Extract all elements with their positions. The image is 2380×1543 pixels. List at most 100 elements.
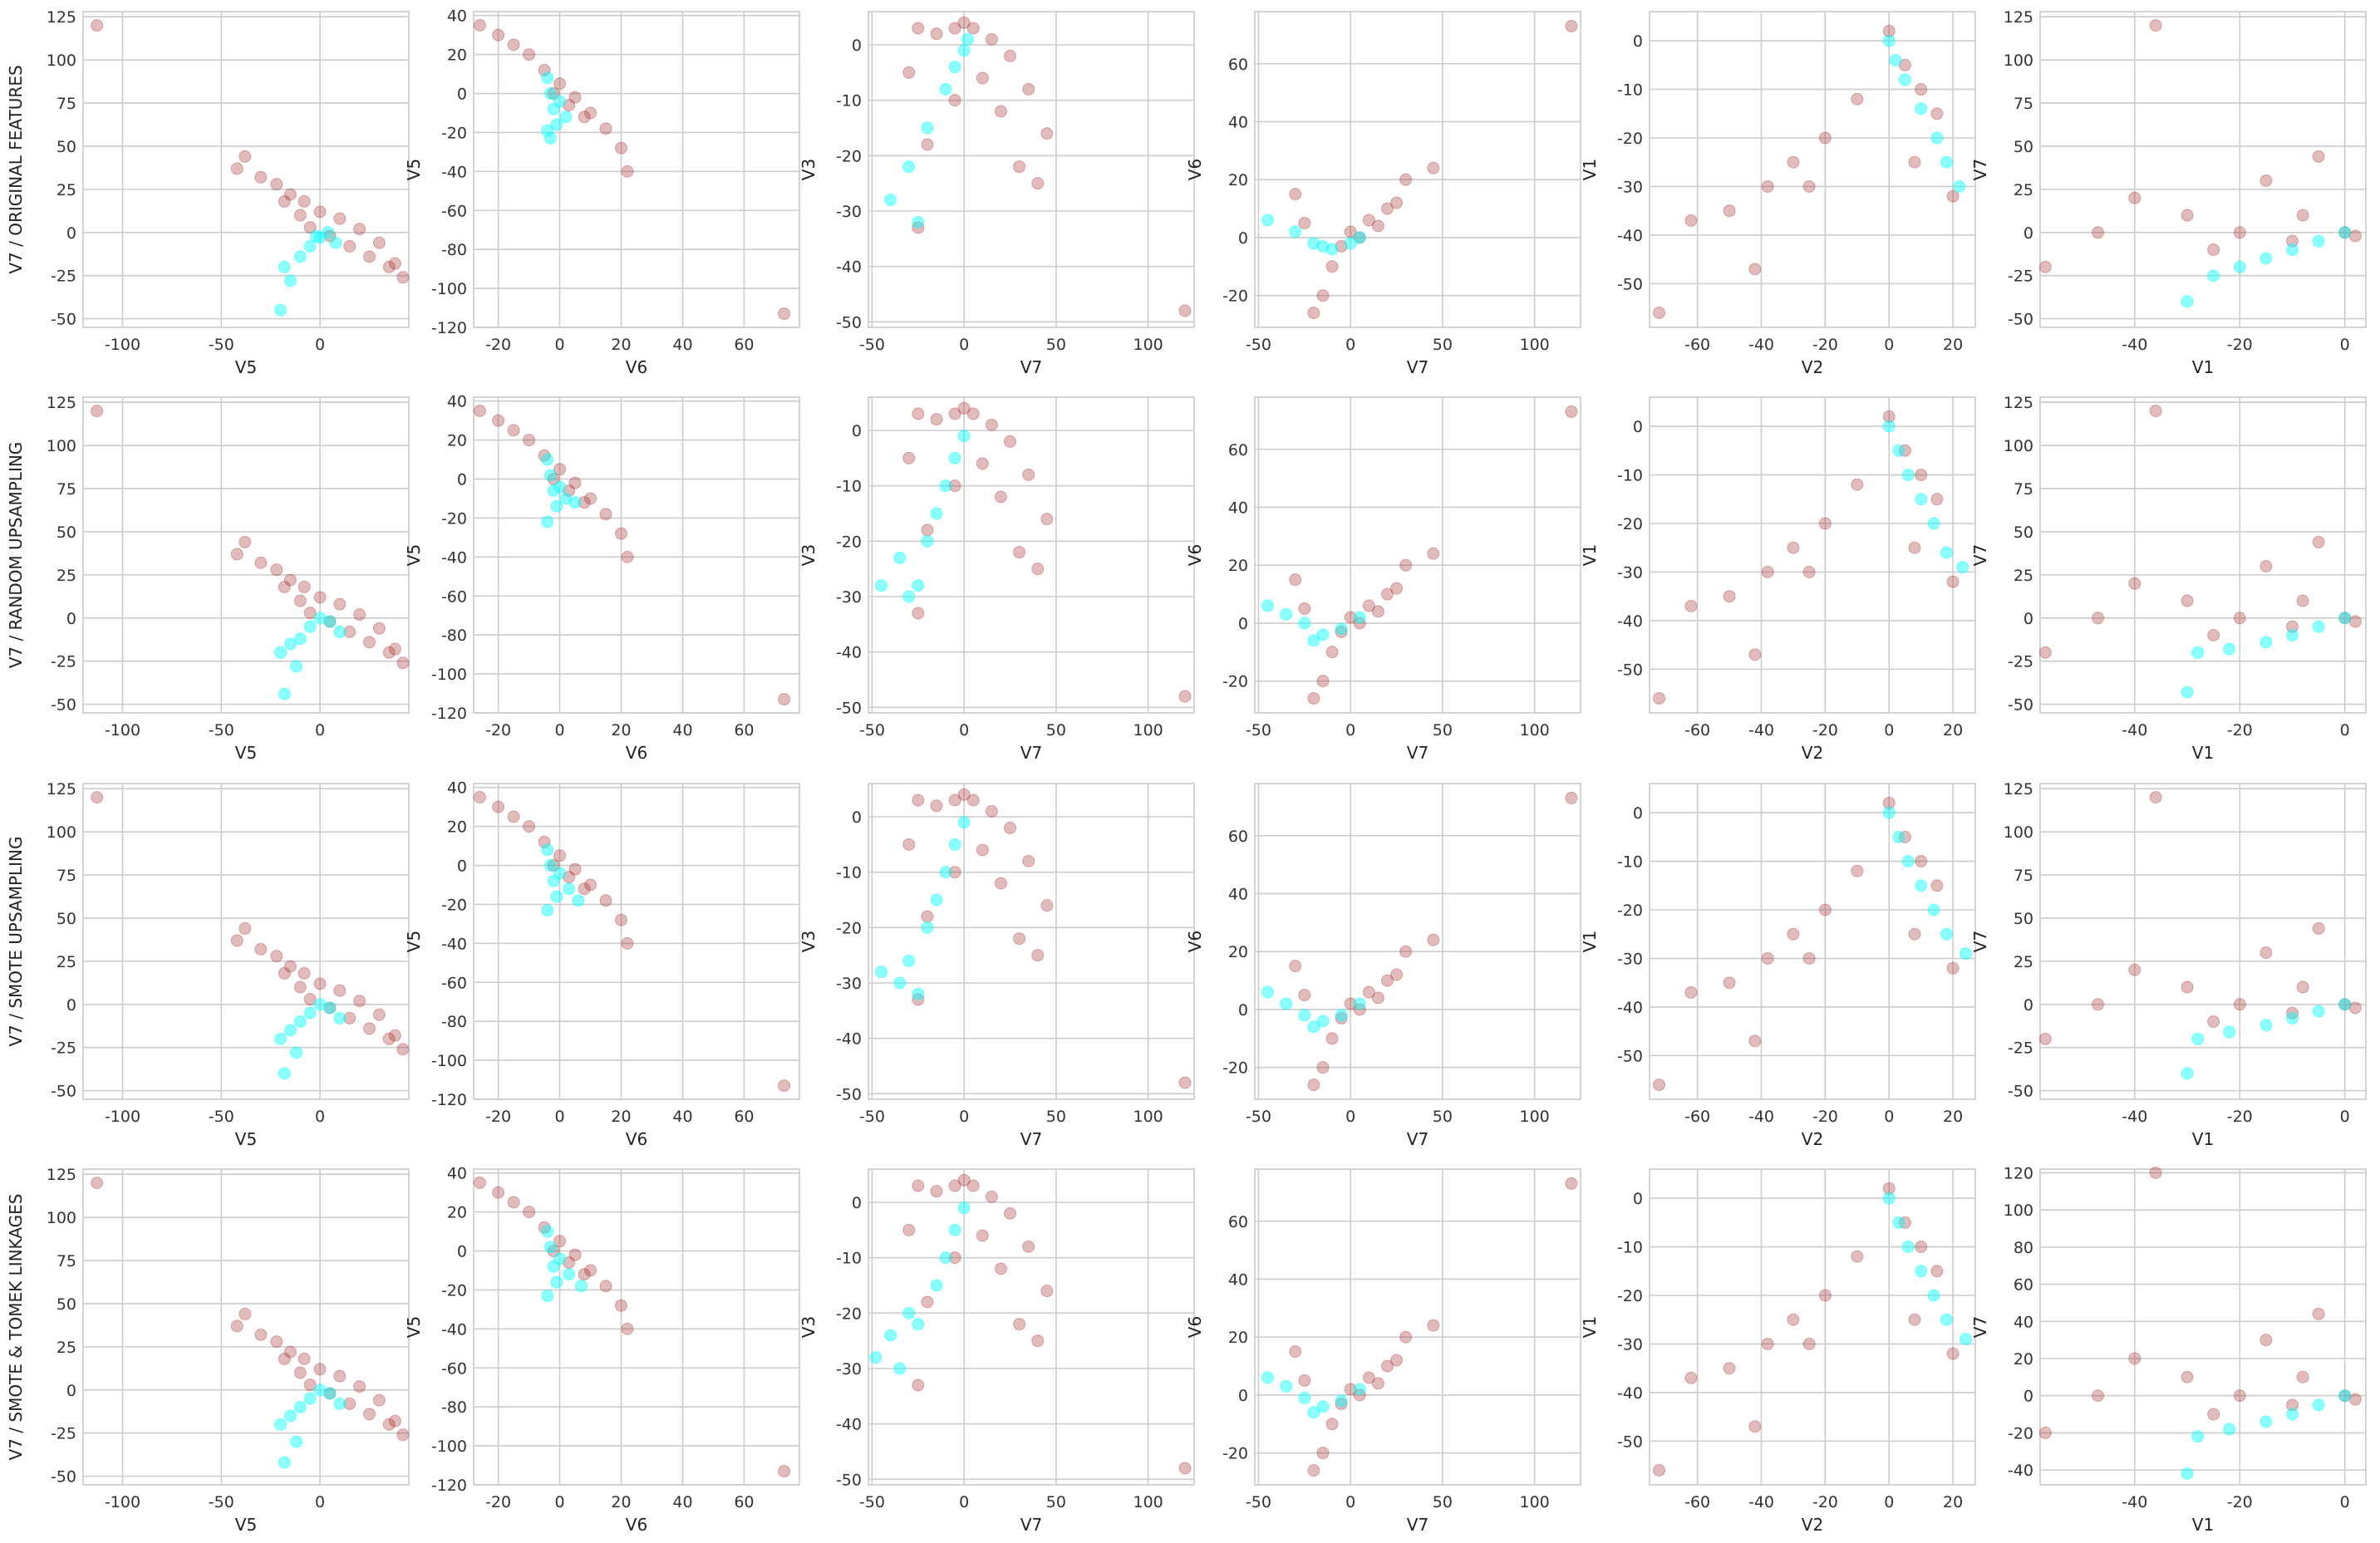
- y-tick-label: 0: [2023, 610, 2033, 628]
- majority-point: [902, 838, 916, 851]
- minority-point: [1915, 879, 1928, 892]
- y-tick-label: -20: [1222, 1059, 1248, 1078]
- minority-point: [1261, 1371, 1275, 1384]
- majority-point: [1908, 541, 1921, 554]
- minority-point: [553, 480, 567, 494]
- y-axis-label: V1: [1580, 931, 1600, 952]
- majority-point: [1380, 202, 1394, 215]
- y-tick-label: 100: [2004, 1201, 2033, 1220]
- majority-point: [2038, 1032, 2052, 1045]
- majority-point: [948, 794, 961, 807]
- y-tick-label: -25: [51, 1039, 76, 1058]
- minority-point: [1930, 131, 1944, 145]
- x-tick-label: -40: [1748, 1493, 1774, 1511]
- x-axis-label: V2: [1802, 357, 1823, 377]
- majority-point: [323, 615, 337, 628]
- minority-point: [323, 1001, 337, 1015]
- y-tick-label: -30: [836, 975, 862, 993]
- minority-point: [1882, 806, 1896, 819]
- y-tick-label: 25: [2014, 567, 2033, 585]
- majority-point: [1787, 1313, 1800, 1326]
- majority-point: [948, 94, 961, 107]
- majority-point: [578, 1268, 591, 1281]
- minority-point: [313, 1383, 327, 1397]
- minority-point: [1892, 830, 1905, 843]
- majority-point: [238, 535, 252, 548]
- majority-point: [473, 1176, 486, 1189]
- majority-point: [621, 550, 634, 563]
- minority-point: [2338, 1389, 2352, 1403]
- x-tick-label: -20: [1812, 1108, 1838, 1126]
- minority-point: [1280, 607, 1293, 621]
- majority-point: [1371, 991, 1384, 1005]
- subplot-r1-c5: -40 -20 0 -50 -25 0 25 50 75 100 125 V1 V7: [1970, 394, 2367, 763]
- plot-area: [82, 11, 410, 328]
- minority-point: [303, 239, 317, 253]
- x-tick-label: 100: [1520, 1108, 1550, 1126]
- majority-point: [2128, 963, 2142, 976]
- y-tick-label: -60: [441, 202, 467, 220]
- majority-point: [1399, 173, 1413, 186]
- x-tick-label: -20: [2227, 336, 2253, 354]
- majority-point: [957, 1173, 971, 1187]
- majority-point: [599, 508, 612, 521]
- majority-point: [1325, 646, 1339, 659]
- minority-point: [563, 882, 576, 896]
- majority-point: [1371, 219, 1384, 233]
- minority-point: [274, 646, 288, 659]
- plot-area: [1649, 783, 1976, 1100]
- minority-point: [1289, 225, 1302, 238]
- minority-point: [1307, 1406, 1320, 1419]
- minority-point: [948, 451, 961, 464]
- minority-point: [2260, 252, 2273, 265]
- y-tick-label: -40: [1617, 999, 1643, 1017]
- y-tick-label: -40: [836, 1416, 862, 1434]
- majority-point: [1178, 1076, 1192, 1089]
- majority-point: [313, 1363, 327, 1376]
- majority-point: [270, 178, 283, 191]
- y-tick-label: -50: [1617, 661, 1643, 679]
- majority-point: [985, 32, 998, 46]
- minority-point: [1298, 617, 1311, 630]
- y-tick-label: 120: [2004, 1164, 2033, 1182]
- majority-point: [2128, 1352, 2142, 1365]
- y-tick-label: 125: [47, 1166, 76, 1184]
- x-tick-label: -40: [1748, 1108, 1774, 1126]
- y-tick-label: -20: [836, 1305, 862, 1323]
- subplot-r0-c0: -100 -50 0 -50 -25 0 25 50 75 100 125 V5: [47, 8, 410, 377]
- x-tick-label: 0: [555, 336, 565, 354]
- y-axis-label: V5: [404, 931, 424, 952]
- majority-point: [1399, 945, 1413, 958]
- majority-point: [1380, 1359, 1394, 1373]
- y-tick-label: -20: [1617, 902, 1643, 920]
- majority-point: [270, 563, 283, 577]
- majority-point: [2128, 191, 2142, 204]
- majority-point: [293, 209, 307, 222]
- minority-point: [1353, 1383, 1366, 1396]
- majority-point: [778, 307, 791, 321]
- majority-point: [1930, 1265, 1944, 1278]
- majority-point: [1761, 1337, 1774, 1350]
- y-tick-label: -20: [836, 919, 862, 937]
- majority-point: [930, 27, 943, 41]
- majority-point: [230, 934, 243, 947]
- majority-point: [372, 236, 386, 249]
- majority-point: [278, 1352, 291, 1365]
- majority-point: [2285, 1398, 2299, 1412]
- y-tick-label: 0: [1238, 229, 1248, 248]
- minority-point: [283, 637, 297, 651]
- majority-point: [2181, 594, 2194, 607]
- majority-point: [1898, 830, 1911, 843]
- y-tick-label: -50: [51, 311, 76, 329]
- y-tick-label: 125: [47, 8, 76, 27]
- x-tick-label: 0: [1345, 1108, 1355, 1126]
- y-tick-label: -40: [836, 644, 862, 662]
- y-tick-label: -25: [51, 268, 76, 286]
- minority-point: [278, 687, 291, 700]
- majority-point: [994, 1262, 1007, 1275]
- majority-point: [1353, 1003, 1366, 1016]
- minority-point: [2260, 1019, 2273, 1032]
- majority-point: [2181, 1370, 2194, 1383]
- majority-point: [303, 221, 317, 234]
- majority-point: [523, 434, 536, 447]
